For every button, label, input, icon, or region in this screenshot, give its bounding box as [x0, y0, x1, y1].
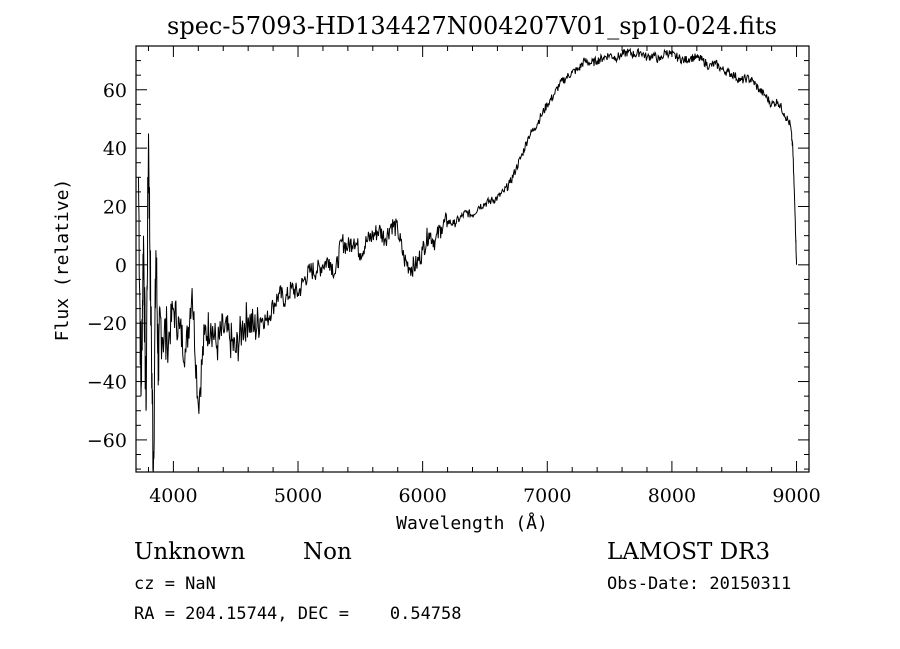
y-tick-label: −20	[87, 313, 127, 335]
obs-date: Obs-Date: 20150311	[607, 574, 791, 594]
y-tick-label: −40	[87, 372, 127, 394]
chart-title: spec-57093-HD134427N004207V01_sp10-024.f…	[167, 12, 777, 40]
redshift: cz = NaN	[134, 574, 216, 594]
survey-name: LAMOST DR3	[607, 539, 770, 565]
y-tick-label: 20	[103, 196, 127, 218]
axis-ticks	[136, 46, 809, 472]
object-class: Unknown	[134, 539, 245, 565]
spectrum-line	[138, 47, 797, 473]
y-tick-label: −60	[87, 430, 127, 452]
x-tick-labels: 4000 5000 6000 7000 8000 9000	[149, 485, 821, 507]
plot-frame	[135, 45, 810, 473]
y-tick-label: 40	[103, 138, 127, 160]
y-tick-labels: −60 −40 −20 0 20 40 60	[87, 80, 127, 452]
y-tick-label: 60	[103, 80, 127, 102]
x-tick-label: 6000	[398, 485, 446, 507]
object-subclass: Non	[303, 539, 352, 565]
x-tick-label: 7000	[523, 485, 571, 507]
x-tick-label: 9000	[772, 485, 820, 507]
coordinates: RA = 204.15744, DEC = 0.54758	[134, 604, 462, 624]
x-tick-label: 8000	[648, 485, 696, 507]
x-tick-label: 5000	[274, 485, 322, 507]
x-tick-label: 4000	[149, 485, 197, 507]
y-tick-label: 0	[115, 255, 127, 277]
y-axis-label: Flux (relative)	[52, 179, 73, 342]
x-axis-label: Wavelength (Å)	[396, 512, 548, 534]
